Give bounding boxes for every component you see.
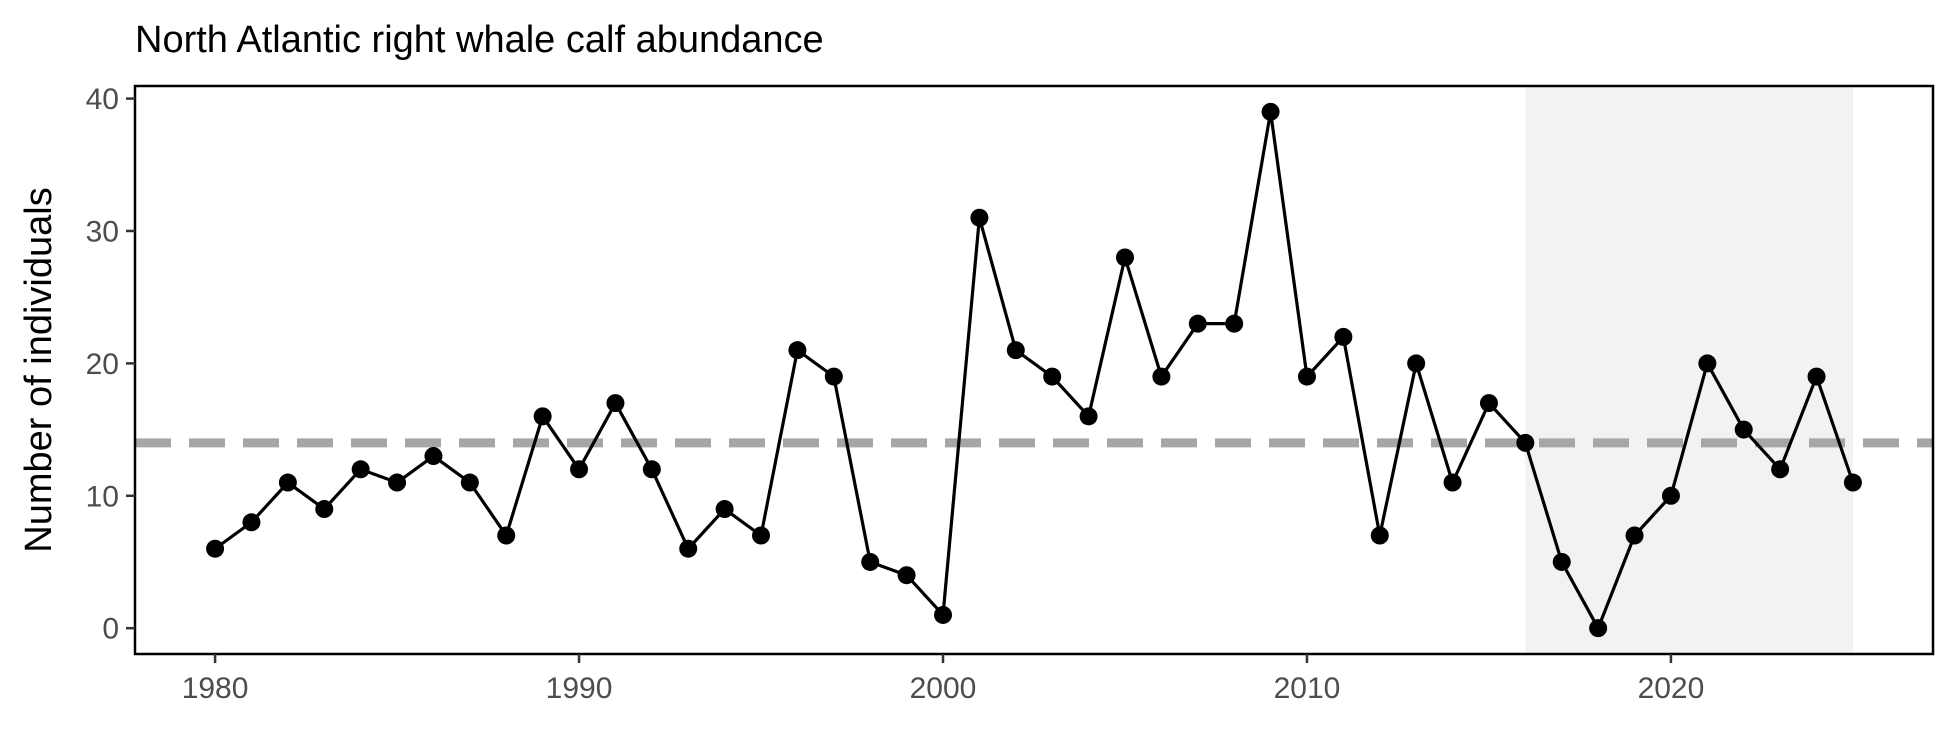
data-point <box>824 367 843 386</box>
data-point <box>1188 314 1207 333</box>
series-line <box>214 110 1855 630</box>
data-point <box>533 407 552 426</box>
data-point <box>1625 526 1644 545</box>
data-point <box>970 208 989 227</box>
data-point <box>1443 473 1462 492</box>
data-point <box>642 460 661 479</box>
y-tick-label: 0 <box>102 613 119 646</box>
data-point <box>1079 407 1098 426</box>
data-point <box>388 473 407 492</box>
data-point <box>1589 619 1608 638</box>
y-tick-label: 20 <box>86 348 119 381</box>
data-point <box>934 605 953 624</box>
plot-area: 0 10 20 30 40 1980 1990 2000 2010 2020 <box>86 83 1935 705</box>
data-point <box>715 500 734 519</box>
data-point <box>606 394 625 413</box>
y-tick-label: 40 <box>86 83 119 116</box>
data-point <box>1297 367 1316 386</box>
data-point <box>1843 473 1862 492</box>
data-point <box>424 447 443 466</box>
data-point <box>1661 486 1680 505</box>
plot-border <box>133 84 1935 656</box>
data-point <box>1552 552 1571 571</box>
data-point <box>897 566 916 585</box>
data-point <box>497 526 516 545</box>
data-point <box>1516 433 1535 452</box>
data-point <box>1043 367 1062 386</box>
x-tick-label: 2020 <box>1638 672 1705 705</box>
x-tick-label: 2010 <box>1274 672 1341 705</box>
data-point <box>1334 327 1353 346</box>
data-point <box>460 473 479 492</box>
data-point <box>1370 526 1389 545</box>
shaded-region <box>1525 86 1853 654</box>
data-point <box>1479 394 1498 413</box>
data-point <box>278 473 297 492</box>
data-point <box>1698 354 1717 373</box>
data-point <box>242 513 261 532</box>
x-tick-label: 1980 <box>182 672 249 705</box>
x-tick-label: 2000 <box>910 672 977 705</box>
data-point <box>1407 354 1426 373</box>
data-point <box>206 539 225 558</box>
data-point <box>1152 367 1171 386</box>
data-point <box>1261 102 1280 121</box>
data-point <box>570 460 589 479</box>
y-axis-title: Number of individuals <box>18 187 60 552</box>
data-point <box>1115 248 1134 267</box>
data-point <box>679 539 698 558</box>
data-point <box>1006 341 1025 360</box>
data-point <box>315 500 334 519</box>
data-point <box>1807 367 1826 386</box>
data-point <box>861 552 880 571</box>
data-point <box>788 341 807 360</box>
data-point <box>752 526 771 545</box>
data-point <box>1734 420 1753 439</box>
data-point <box>1225 314 1244 333</box>
data-point <box>1771 460 1790 479</box>
data-point <box>351 460 370 479</box>
y-tick-label: 10 <box>86 480 119 513</box>
chart-title: North Atlantic right whale calf abundanc… <box>135 19 824 61</box>
x-tick-label: 1990 <box>546 672 613 705</box>
y-tick-label: 30 <box>86 215 119 248</box>
